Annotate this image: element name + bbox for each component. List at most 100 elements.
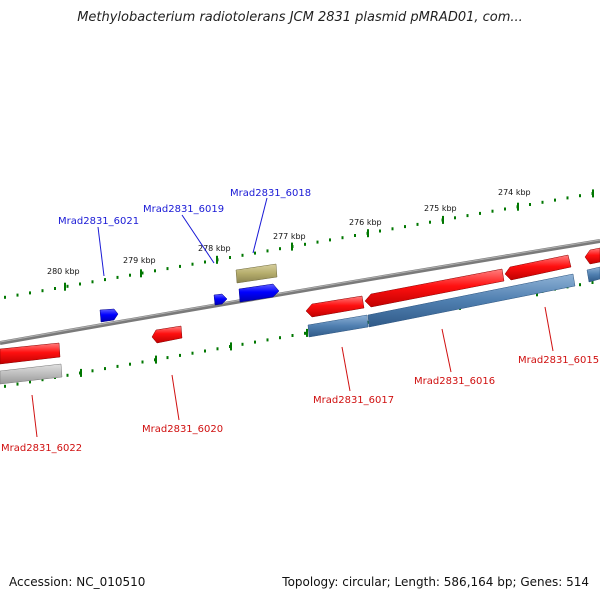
minor-tick bbox=[129, 273, 131, 277]
minor-tick bbox=[429, 220, 431, 224]
gene-partial-right-red[interactable] bbox=[584, 247, 600, 265]
minor-tick bbox=[41, 289, 44, 293]
gene-label-6019[interactable]: Mrad2831_6019 bbox=[143, 204, 224, 215]
tick-label-279: 279 kbp bbox=[123, 256, 156, 265]
major-tick bbox=[80, 368, 82, 377]
minor-tick bbox=[466, 214, 469, 218]
cds-steelblue-1[interactable] bbox=[307, 314, 369, 338]
gene-mrad2831-6017[interactable] bbox=[305, 295, 365, 318]
major-tick bbox=[517, 202, 519, 211]
minor-tick bbox=[254, 340, 256, 344]
gene-mrad2831-6019[interactable] bbox=[213, 293, 228, 306]
gene-label-6020[interactable]: Mrad2831_6020 bbox=[142, 424, 223, 435]
cds-steelblue-partial[interactable] bbox=[586, 266, 600, 283]
gene-mrad2831-6015[interactable] bbox=[504, 254, 572, 281]
gene-mrad2831-6022[interactable] bbox=[0, 342, 61, 365]
minor-tick bbox=[154, 269, 156, 273]
tick-label-274: 274 kbp bbox=[498, 188, 531, 197]
tick-label-278: 278 kbp bbox=[198, 244, 231, 253]
minor-tick bbox=[204, 349, 206, 353]
minor-tick bbox=[241, 342, 244, 346]
genome-stats-text: Topology: circular; Length: 586,164 bp; … bbox=[282, 575, 589, 589]
minor-tick bbox=[54, 287, 56, 290]
minor-tick bbox=[491, 209, 494, 213]
minor-tick bbox=[266, 249, 269, 253]
leader-line-6020 bbox=[171, 374, 180, 421]
tick-label-276: 276 kbp bbox=[349, 218, 382, 227]
minor-tick bbox=[16, 293, 19, 297]
gene-cds-gray[interactable] bbox=[0, 363, 63, 385]
major-tick bbox=[592, 189, 594, 198]
gene-mrad2831-6020[interactable] bbox=[151, 325, 183, 344]
minor-tick bbox=[454, 216, 456, 220]
minor-tick bbox=[4, 384, 6, 388]
major-tick bbox=[230, 342, 232, 351]
tick-label-275: 275 kbp bbox=[424, 204, 457, 213]
minor-tick bbox=[29, 380, 31, 384]
leader-line-6022 bbox=[31, 394, 38, 438]
minor-tick bbox=[179, 353, 181, 357]
leader-line-6016 bbox=[441, 328, 452, 373]
major-tick bbox=[155, 355, 157, 364]
minor-tick bbox=[104, 367, 106, 371]
minor-tick bbox=[479, 211, 481, 215]
minor-tick bbox=[579, 194, 581, 198]
minor-tick bbox=[304, 331, 306, 335]
minor-tick bbox=[116, 275, 119, 279]
minor-tick bbox=[304, 242, 306, 246]
map-title: Methylobacterium radiotolerans JCM 2831 … bbox=[77, 10, 523, 25]
minor-tick bbox=[4, 295, 6, 299]
gene-label-6016[interactable]: Mrad2831_6016 bbox=[414, 376, 495, 387]
leader-line-6021 bbox=[97, 226, 105, 277]
minor-tick bbox=[504, 207, 506, 211]
minor-tick bbox=[166, 356, 169, 360]
leader-line-6015 bbox=[544, 306, 554, 352]
gene-mrad2831-6021[interactable] bbox=[99, 308, 119, 323]
minor-tick bbox=[141, 360, 144, 364]
minor-tick bbox=[541, 200, 544, 204]
leader-line-6019 bbox=[181, 214, 215, 264]
minor-tick bbox=[104, 278, 106, 282]
minor-tick bbox=[579, 283, 581, 287]
minor-tick bbox=[566, 196, 569, 200]
gene-mrad2831-6016[interactable] bbox=[364, 268, 505, 308]
gene-label-6018[interactable]: Mrad2831_6018 bbox=[230, 188, 311, 199]
gene-label-6022[interactable]: Mrad2831_6022 bbox=[1, 443, 82, 454]
minor-tick bbox=[191, 262, 194, 266]
minor-tick bbox=[216, 347, 219, 351]
outer-tick-track bbox=[4, 189, 594, 299]
minor-tick bbox=[329, 238, 331, 242]
minor-tick bbox=[191, 351, 194, 355]
tick-label-277: 277 kbp bbox=[273, 232, 306, 241]
gene-olive-cds[interactable] bbox=[235, 263, 278, 284]
minor-tick bbox=[16, 382, 19, 386]
leader-line-6018 bbox=[252, 197, 268, 254]
major-tick bbox=[306, 328, 308, 337]
leader-line-6017 bbox=[341, 346, 351, 392]
minor-tick bbox=[204, 260, 206, 264]
minor-tick bbox=[91, 369, 94, 373]
minor-tick bbox=[79, 282, 81, 286]
minor-tick bbox=[116, 364, 119, 368]
minor-tick bbox=[141, 271, 144, 275]
gene-label-6021[interactable]: Mrad2831_6021 bbox=[58, 216, 139, 227]
gene-label-6017[interactable]: Mrad2831_6017 bbox=[313, 395, 394, 406]
minor-tick bbox=[391, 227, 394, 231]
minor-tick bbox=[66, 373, 69, 377]
accession-text: Accession: NC_010510 bbox=[9, 575, 146, 589]
minor-tick bbox=[404, 225, 406, 229]
minor-tick bbox=[266, 338, 269, 342]
minor-tick bbox=[229, 256, 231, 259]
cds-steelblue-2[interactable] bbox=[367, 273, 576, 328]
minor-tick bbox=[379, 229, 381, 233]
minor-tick bbox=[354, 234, 356, 237]
gene-mrad2831-6018[interactable] bbox=[238, 283, 280, 303]
minor-tick bbox=[254, 251, 256, 255]
major-tick bbox=[216, 255, 218, 264]
major-tick bbox=[367, 229, 369, 238]
minor-tick bbox=[416, 222, 419, 226]
minor-tick bbox=[591, 281, 594, 284]
gene-label-6015[interactable]: Mrad2831_6015 bbox=[518, 355, 599, 366]
minor-tick bbox=[316, 240, 319, 244]
